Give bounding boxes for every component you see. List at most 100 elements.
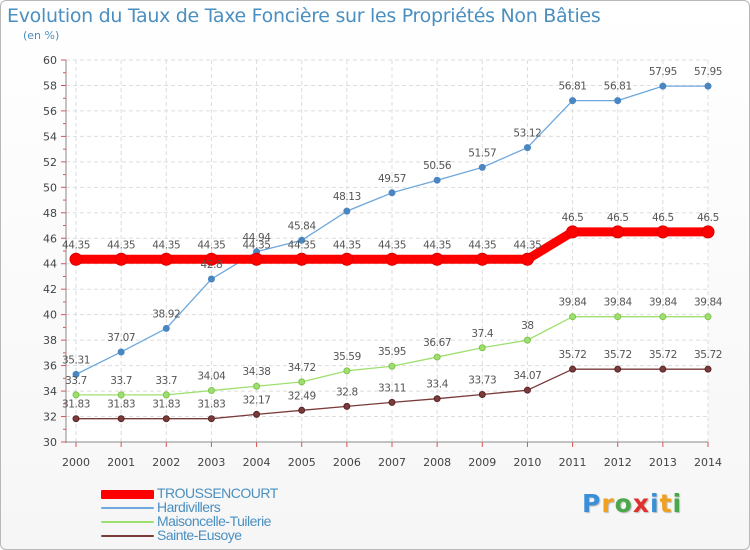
data-point-maisoncelle: [659, 313, 667, 321]
data-label-maisoncelle: 34.04: [197, 371, 226, 383]
data-point-sainte-eusoye: [704, 365, 712, 373]
data-point-troussencourt: [114, 252, 128, 266]
data-label-maisoncelle: 37.4: [471, 328, 493, 340]
data-point-hardivillers: [388, 189, 396, 197]
data-point-maisoncelle: [72, 391, 80, 399]
data-label-hardivillers: 56.81: [604, 81, 632, 93]
data-point-hardivillers: [117, 348, 125, 356]
x-tick-label: 2000: [62, 456, 90, 469]
data-label-hardivillers: 35.31: [62, 354, 90, 366]
y-tick-label: 30: [43, 436, 57, 449]
data-label-maisoncelle: 35.59: [333, 351, 361, 363]
data-point-troussencourt: [701, 225, 715, 239]
data-label-hardivillers: 38.92: [152, 308, 180, 320]
data-label-maisoncelle: 33.7: [110, 375, 132, 387]
data-point-hardivillers: [207, 275, 215, 283]
data-label-troussencourt: 44.35: [197, 239, 225, 251]
data-label-hardivillers: 42.8: [201, 259, 223, 271]
data-label-troussencourt: 46.5: [697, 212, 719, 224]
data-point-hardivillers: [614, 97, 622, 105]
legend-swatch-maisoncelle: [101, 521, 154, 523]
data-label-sainte-eusoye: 31.83: [107, 399, 135, 411]
data-label-hardivillers: 44.94: [243, 232, 272, 244]
legend-label-maisoncelle: Maisoncelle-Tuilerie: [157, 513, 271, 529]
data-point-hardivillers: [162, 324, 170, 332]
data-label-maisoncelle: 35.95: [378, 346, 406, 358]
legend-label-sainte-eusoye: Sainte-Eusoye: [157, 527, 242, 543]
data-point-troussencourt: [475, 252, 489, 266]
proxiti-logo: Proxiti: [582, 489, 683, 518]
data-point-maisoncelle: [207, 387, 215, 395]
chart-title: Evolution du Taux de Taxe Foncière sur l…: [7, 5, 601, 27]
x-tick-label: 2006: [333, 456, 361, 469]
data-label-sainte-eusoye: 31.83: [62, 399, 90, 411]
data-point-maisoncelle: [388, 362, 396, 370]
data-label-sainte-eusoye: 33.73: [468, 375, 496, 387]
axes: 30 32 34 36 38 40 42 44 46 48 50 52 54 56 58 60 2000 2001…: [43, 54, 722, 469]
data-label-hardivillers: 50.56: [423, 160, 452, 172]
x-tick-label: 2007: [378, 456, 406, 469]
data-label-troussencourt: 44.35: [288, 239, 316, 251]
data-point-troussencourt: [520, 252, 534, 266]
data-point-maisoncelle: [343, 367, 351, 375]
data-label-troussencourt: 44.35: [152, 239, 180, 251]
data-point-troussencourt: [250, 252, 264, 266]
data-label-sainte-eusoye: 32.49: [288, 390, 316, 402]
data-label-troussencourt: 44.35: [423, 239, 451, 251]
data-label-troussencourt: 46.5: [562, 212, 584, 224]
data-point-hardivillers: [704, 82, 712, 90]
x-tick-label: 2013: [649, 456, 677, 469]
y-tick-label: 32: [43, 411, 57, 424]
y-tick-label: 54: [43, 130, 57, 143]
data-label-maisoncelle: 33.7: [65, 375, 87, 387]
legend-swatch-troussencourt: [101, 490, 154, 499]
data-label-sainte-eusoye: 31.83: [152, 399, 180, 411]
data-label-hardivillers: 57.95: [649, 66, 677, 78]
x-tick-label: 2002: [152, 456, 180, 469]
legend-swatch-sainte-eusoye: [101, 535, 154, 537]
y-tick-label: 34: [43, 385, 57, 398]
series-layer: [69, 82, 715, 423]
y-tick-label: 50: [43, 181, 57, 194]
data-point-troussencourt: [430, 252, 444, 266]
y-tick-label: 52: [43, 156, 57, 169]
data-point-sainte-eusoye: [117, 415, 125, 423]
data-point-troussencourt: [159, 252, 173, 266]
data-point-hardivillers: [478, 163, 486, 171]
data-label-maisoncelle: 39.84: [694, 297, 723, 309]
x-tick-label: 2001: [107, 456, 135, 469]
data-label-sainte-eusoye: 34.07: [513, 370, 541, 382]
data-label-sainte-eusoye: 33.11: [378, 382, 406, 394]
data-point-hardivillers: [433, 176, 441, 184]
x-tick-label: 2011: [559, 456, 587, 469]
data-point-troussencourt: [611, 225, 625, 239]
data-point-maisoncelle: [162, 391, 170, 399]
data-point-troussencourt: [204, 252, 218, 266]
data-label-hardivillers: 45.84: [288, 220, 317, 232]
x-tick-label: 2008: [423, 456, 451, 469]
data-point-maisoncelle: [523, 336, 531, 344]
data-point-troussencourt: [566, 225, 580, 239]
data-point-troussencourt: [295, 252, 309, 266]
data-point-maisoncelle: [298, 378, 306, 386]
y-tick-label: 42: [43, 283, 57, 296]
data-point-maisoncelle: [569, 313, 577, 321]
data-point-sainte-eusoye: [253, 410, 261, 418]
y-tick-label: 58: [43, 79, 57, 92]
data-label-sainte-eusoye: 35.72: [694, 349, 722, 361]
x-tick-label: 2003: [197, 456, 225, 469]
data-label-maisoncelle: 39.84: [559, 297, 588, 309]
data-label-sainte-eusoye: 33.4: [426, 379, 448, 391]
x-tick-label: 2012: [604, 456, 632, 469]
data-point-sainte-eusoye: [614, 365, 622, 373]
data-point-hardivillers: [523, 144, 531, 152]
y-tick-label: 48: [43, 207, 57, 220]
data-point-hardivillers: [72, 370, 80, 378]
data-label-hardivillers: 53.12: [513, 128, 541, 140]
y-tick-label: 44: [43, 258, 57, 271]
data-point-maisoncelle: [704, 313, 712, 321]
data-label-troussencourt: 44.35: [62, 239, 90, 251]
data-point-hardivillers: [298, 236, 306, 244]
data-point-maisoncelle: [253, 382, 261, 390]
